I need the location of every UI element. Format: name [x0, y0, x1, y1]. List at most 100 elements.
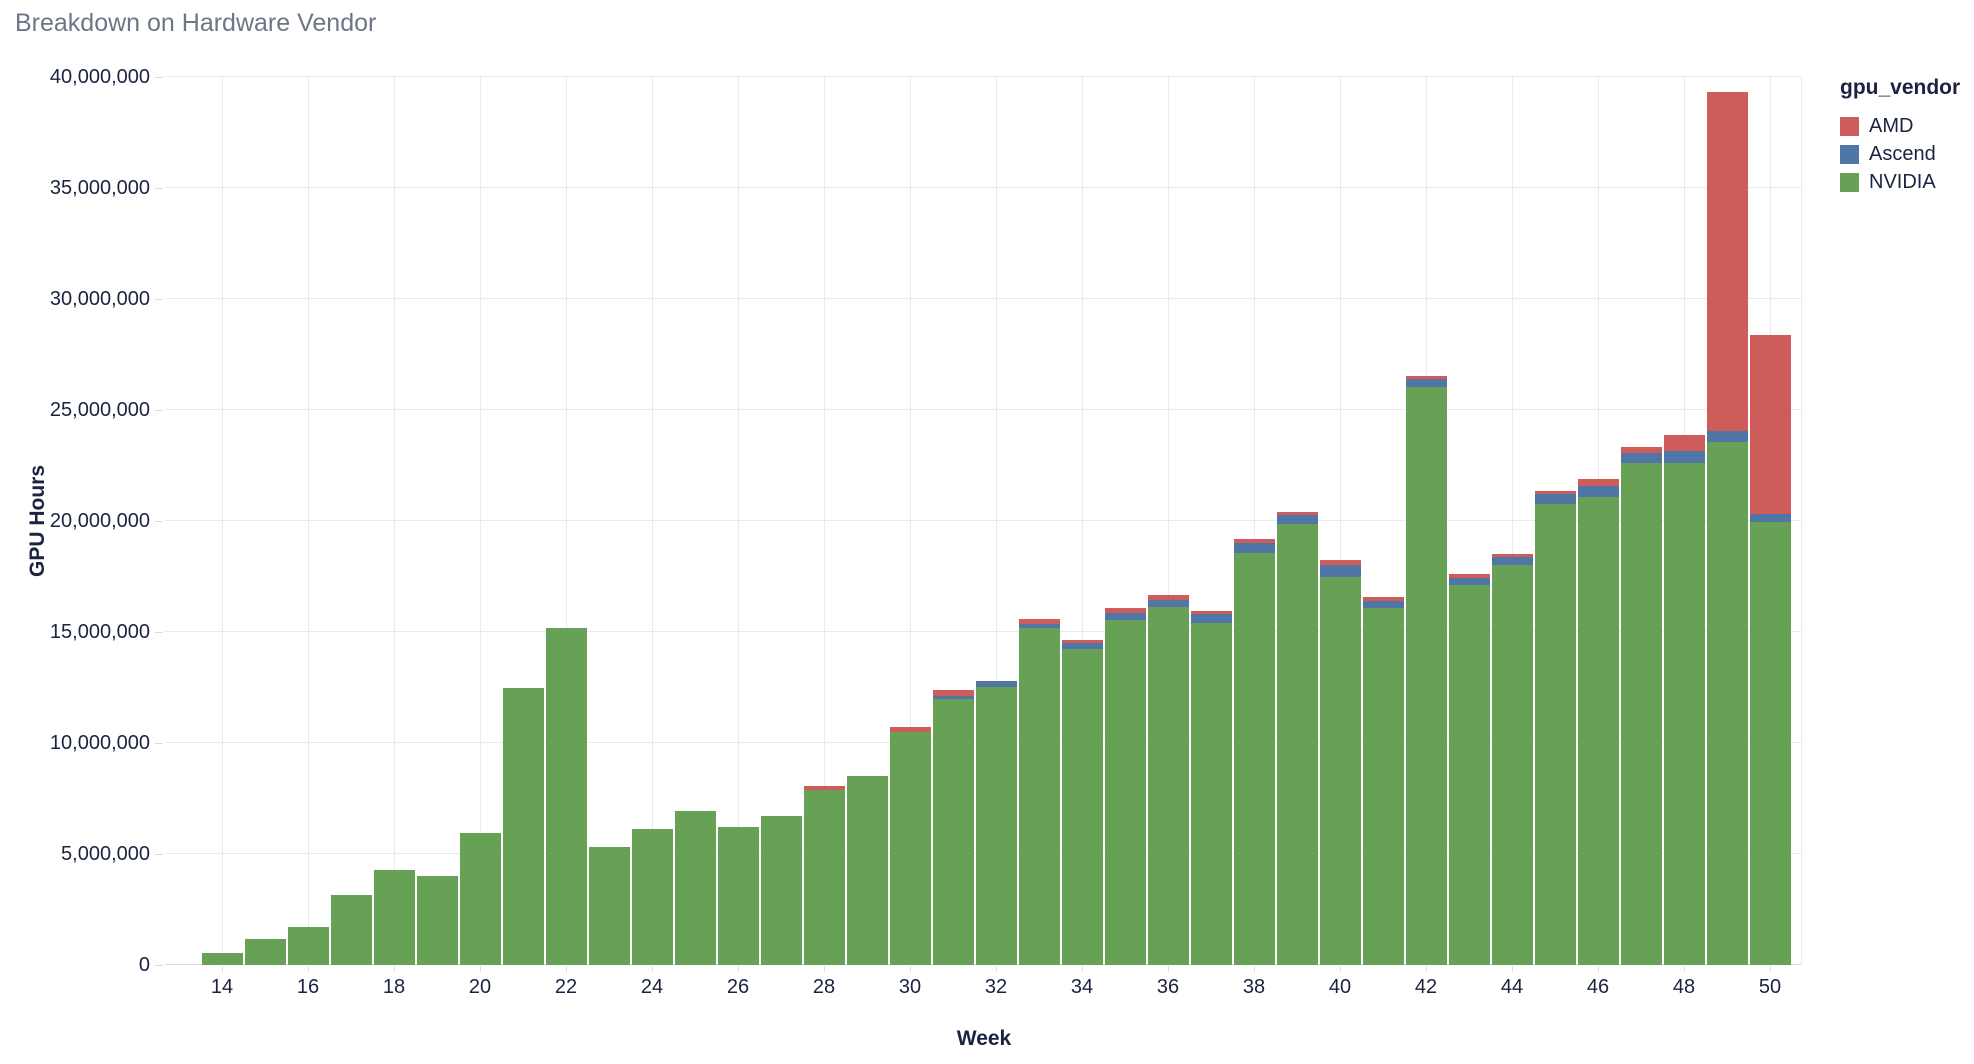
bar-segment-ascend-week-46[interactable]: [1577, 485, 1619, 497]
bar-week-50[interactable]: [1749, 334, 1791, 965]
bar-segment-amd-week-30[interactable]: [889, 727, 931, 732]
bar-segment-nvidia-week-44[interactable]: [1491, 564, 1533, 965]
bar-segment-ascend-week-50[interactable]: [1749, 514, 1791, 523]
bar-segment-amd-week-47[interactable]: [1620, 447, 1662, 453]
bar-week-17[interactable]: [330, 895, 372, 965]
bar-segment-amd-week-38[interactable]: [1233, 539, 1275, 544]
bar-segment-nvidia-week-20[interactable]: [459, 832, 501, 965]
bar-segment-ascend-week-34[interactable]: [1061, 643, 1103, 650]
bar-week-42[interactable]: [1405, 376, 1447, 965]
bar-segment-nvidia-week-50[interactable]: [1749, 522, 1791, 965]
bar-segment-nvidia-week-30[interactable]: [889, 731, 931, 965]
bar-segment-amd-week-36[interactable]: [1147, 594, 1189, 601]
bar-week-41[interactable]: [1362, 596, 1404, 965]
legend-item-nvidia[interactable]: NVIDIA: [1840, 172, 1960, 192]
bar-segment-amd-week-48[interactable]: [1663, 434, 1705, 451]
bar-segment-nvidia-week-39[interactable]: [1276, 524, 1318, 965]
bar-segment-amd-week-50[interactable]: [1749, 334, 1791, 515]
bar-segment-amd-week-35[interactable]: [1104, 608, 1146, 613]
bar-week-48[interactable]: [1663, 434, 1705, 965]
bar-segment-nvidia-week-38[interactable]: [1233, 552, 1275, 965]
bar-segment-ascend-week-37[interactable]: [1190, 614, 1232, 624]
bar-week-46[interactable]: [1577, 479, 1619, 965]
bar-segment-nvidia-week-25[interactable]: [674, 810, 716, 965]
bar-week-26[interactable]: [717, 827, 759, 965]
bar-segment-nvidia-week-26[interactable]: [717, 827, 759, 965]
bar-segment-amd-week-45[interactable]: [1534, 490, 1576, 495]
bar-week-45[interactable]: [1534, 490, 1576, 965]
bar-week-23[interactable]: [588, 847, 630, 965]
bar-week-15[interactable]: [244, 939, 286, 965]
bar-segment-amd-week-49[interactable]: [1706, 92, 1748, 432]
bar-segment-nvidia-week-21[interactable]: [502, 687, 544, 965]
bar-segment-ascend-week-33[interactable]: [1018, 624, 1060, 629]
bar-segment-nvidia-week-31[interactable]: [932, 699, 974, 965]
bar-week-21[interactable]: [502, 687, 544, 965]
bar-week-37[interactable]: [1190, 610, 1232, 965]
bar-segment-nvidia-week-15[interactable]: [244, 939, 286, 965]
bar-week-33[interactable]: [1018, 618, 1060, 965]
bar-segment-ascend-week-38[interactable]: [1233, 543, 1275, 553]
bar-segment-ascend-week-44[interactable]: [1491, 556, 1533, 565]
bar-week-47[interactable]: [1620, 447, 1662, 965]
bar-segment-nvidia-week-37[interactable]: [1190, 623, 1232, 965]
bar-week-39[interactable]: [1276, 511, 1318, 965]
bar-week-31[interactable]: [932, 689, 974, 965]
bar-segment-amd-week-41[interactable]: [1362, 596, 1404, 601]
bar-segment-ascend-week-48[interactable]: [1663, 450, 1705, 464]
bar-segment-ascend-week-36[interactable]: [1147, 600, 1189, 608]
bar-week-40[interactable]: [1319, 559, 1361, 965]
bar-segment-amd-week-43[interactable]: [1448, 574, 1490, 578]
bar-segment-nvidia-week-43[interactable]: [1448, 584, 1490, 965]
bar-segment-nvidia-week-46[interactable]: [1577, 496, 1619, 965]
bar-segment-amd-week-33[interactable]: [1018, 618, 1060, 625]
bar-week-34[interactable]: [1061, 640, 1103, 965]
bar-segment-nvidia-week-29[interactable]: [846, 775, 888, 965]
bar-week-25[interactable]: [674, 810, 716, 965]
bar-week-29[interactable]: [846, 775, 888, 965]
bar-week-30[interactable]: [889, 727, 931, 965]
bar-segment-ascend-week-40[interactable]: [1319, 564, 1361, 577]
legend-item-amd[interactable]: AMD: [1840, 116, 1960, 136]
bar-segment-nvidia-week-24[interactable]: [631, 829, 673, 965]
bar-segment-amd-week-44[interactable]: [1491, 553, 1533, 557]
bar-segment-amd-week-39[interactable]: [1276, 511, 1318, 516]
bar-segment-ascend-week-42[interactable]: [1405, 379, 1447, 388]
bar-segment-amd-week-40[interactable]: [1319, 559, 1361, 565]
bar-week-44[interactable]: [1491, 553, 1533, 965]
bar-segment-ascend-week-45[interactable]: [1534, 494, 1576, 504]
bar-segment-nvidia-week-14[interactable]: [201, 952, 243, 965]
bar-segment-amd-week-42[interactable]: [1405, 376, 1447, 380]
bar-segment-nvidia-week-40[interactable]: [1319, 576, 1361, 965]
bar-segment-nvidia-week-19[interactable]: [416, 876, 458, 965]
bar-week-24[interactable]: [631, 829, 673, 965]
bar-segment-amd-week-28[interactable]: [803, 786, 845, 791]
bar-segment-amd-week-34[interactable]: [1061, 640, 1103, 644]
bar-segment-ascend-week-31[interactable]: [932, 695, 974, 700]
bar-week-35[interactable]: [1104, 608, 1146, 965]
bar-segment-nvidia-week-27[interactable]: [760, 816, 802, 965]
bar-segment-nvidia-week-45[interactable]: [1534, 503, 1576, 965]
bar-week-28[interactable]: [803, 786, 845, 965]
bar-week-18[interactable]: [373, 869, 415, 965]
bar-segment-nvidia-week-34[interactable]: [1061, 649, 1103, 965]
bar-segment-nvidia-week-18[interactable]: [373, 869, 415, 965]
bar-week-19[interactable]: [416, 876, 458, 965]
bar-segment-nvidia-week-36[interactable]: [1147, 607, 1189, 965]
legend-item-ascend[interactable]: Ascend: [1840, 144, 1960, 164]
bar-week-38[interactable]: [1233, 539, 1275, 965]
bar-segment-nvidia-week-35[interactable]: [1104, 620, 1146, 965]
bar-segment-ascend-week-32[interactable]: [975, 680, 1017, 687]
bar-segment-ascend-week-49[interactable]: [1706, 431, 1748, 443]
bar-segment-ascend-week-41[interactable]: [1362, 600, 1404, 609]
bar-segment-nvidia-week-17[interactable]: [330, 895, 372, 965]
bar-week-16[interactable]: [287, 926, 329, 965]
bar-segment-nvidia-week-23[interactable]: [588, 847, 630, 965]
bar-segment-amd-week-31[interactable]: [932, 689, 974, 696]
bar-segment-nvidia-week-42[interactable]: [1405, 387, 1447, 965]
bar-segment-nvidia-week-41[interactable]: [1362, 608, 1404, 965]
bar-segment-nvidia-week-47[interactable]: [1620, 462, 1662, 965]
bar-week-49[interactable]: [1706, 92, 1748, 965]
bar-segment-amd-week-46[interactable]: [1577, 479, 1619, 486]
bar-segment-nvidia-week-49[interactable]: [1706, 442, 1748, 965]
